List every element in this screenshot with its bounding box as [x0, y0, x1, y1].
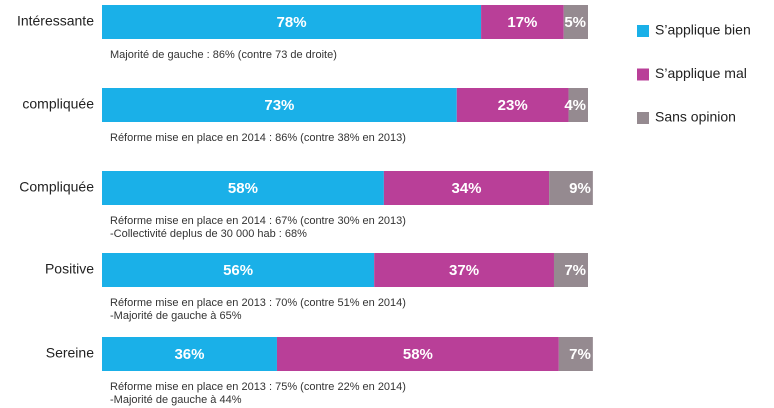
value-label: 56%: [223, 262, 253, 279]
value-label: 9%: [569, 180, 591, 197]
legend-swatch: [637, 112, 649, 124]
value-label: 5%: [564, 14, 586, 31]
bar-segment: [383, 171, 550, 205]
annotation: Réforme mise en place en 2014 : 86% (con…: [110, 132, 406, 144]
value-label: 58%: [403, 346, 433, 363]
legend-swatch: [637, 25, 649, 37]
value-label: 78%: [277, 14, 307, 31]
bar-segment: [558, 337, 593, 371]
legend-label: S’applique mal: [655, 65, 747, 81]
value-label: 58%: [228, 180, 258, 197]
value-label: 23%: [498, 97, 528, 114]
category-label: compliquée: [22, 96, 94, 112]
category-label: Intéressante: [17, 13, 94, 29]
annotation: -Majorité de gauche à 44%: [110, 394, 242, 406]
bar-segment: [102, 5, 482, 39]
category-label: Sereine: [46, 345, 94, 361]
bar-segment: [549, 171, 593, 205]
bar-segment: [553, 253, 588, 287]
value-label: 17%: [507, 14, 537, 31]
category-label: Compliquée: [19, 179, 94, 195]
value-label: 73%: [264, 97, 294, 114]
annotation: Réforme mise en place en 2014 : 67% (con…: [110, 215, 406, 227]
bar-segment: [568, 88, 588, 122]
value-label: 37%: [449, 262, 479, 279]
annotation: Majorité de gauche : 86% (contre 73 de d…: [110, 49, 337, 61]
annotation: -Majorité de gauche à 65%: [110, 310, 242, 322]
category-label: Positive: [45, 261, 94, 277]
bar-segment: [374, 253, 554, 287]
value-label: 7%: [569, 346, 591, 363]
bar-segment: [102, 253, 375, 287]
annotation: -Collectivité deplus de 30 000 hab : 68%: [110, 228, 307, 240]
bar-segment: [481, 5, 564, 39]
annotation: Réforme mise en place en 2013 : 75% (con…: [110, 381, 406, 393]
annotation: Réforme mise en place en 2013 : 70% (con…: [110, 297, 406, 309]
bar-segment: [102, 88, 457, 122]
bar-segment: [102, 171, 384, 205]
value-label: 34%: [451, 180, 481, 197]
value-label: 4%: [564, 97, 586, 114]
legend-label: S’applique bien: [655, 22, 751, 38]
bar-segment: [456, 88, 569, 122]
legend-label: Sans opinion: [655, 109, 736, 125]
bar-segment: [563, 5, 588, 39]
bar-segment: [276, 337, 559, 371]
value-label: 36%: [174, 346, 204, 363]
value-label: 7%: [564, 262, 586, 279]
legend-swatch: [637, 68, 649, 81]
bar-segment: [102, 337, 277, 371]
